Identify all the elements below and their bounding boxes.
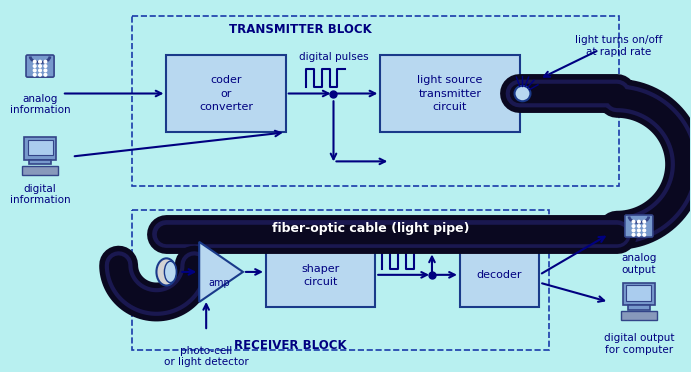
- Text: analog
information: analog information: [10, 93, 70, 115]
- Text: shaper
circuit: shaper circuit: [301, 264, 340, 287]
- Circle shape: [638, 225, 641, 227]
- Circle shape: [39, 74, 41, 76]
- Circle shape: [44, 74, 47, 76]
- Circle shape: [39, 65, 41, 67]
- Ellipse shape: [156, 258, 176, 285]
- Circle shape: [33, 60, 36, 63]
- Circle shape: [632, 225, 635, 227]
- FancyBboxPatch shape: [28, 140, 53, 155]
- Circle shape: [39, 60, 41, 63]
- Text: digital pulses: digital pulses: [375, 232, 445, 242]
- FancyBboxPatch shape: [29, 160, 51, 164]
- FancyBboxPatch shape: [266, 244, 375, 307]
- Polygon shape: [199, 242, 243, 302]
- Text: digital pulses: digital pulses: [299, 51, 368, 61]
- Text: RECEIVER BLOCK: RECEIVER BLOCK: [234, 339, 347, 352]
- FancyBboxPatch shape: [460, 244, 540, 307]
- Text: amp: amp: [208, 278, 230, 288]
- FancyBboxPatch shape: [380, 55, 520, 132]
- Circle shape: [643, 234, 645, 236]
- Circle shape: [44, 65, 47, 67]
- Circle shape: [643, 229, 645, 232]
- FancyBboxPatch shape: [22, 166, 58, 175]
- Circle shape: [632, 229, 635, 232]
- Text: TRANSMITTER BLOCK: TRANSMITTER BLOCK: [229, 23, 372, 36]
- FancyBboxPatch shape: [626, 285, 652, 301]
- Text: fiber-optic cable (light pipe): fiber-optic cable (light pipe): [272, 222, 469, 235]
- Text: decoder: decoder: [477, 270, 522, 280]
- Circle shape: [33, 74, 36, 76]
- Circle shape: [632, 220, 635, 223]
- FancyBboxPatch shape: [625, 215, 653, 237]
- Circle shape: [33, 65, 36, 67]
- Circle shape: [643, 225, 645, 227]
- Text: digital output
for computer: digital output for computer: [604, 333, 674, 355]
- Circle shape: [44, 69, 47, 72]
- Circle shape: [33, 69, 36, 72]
- Circle shape: [638, 229, 641, 232]
- Circle shape: [638, 234, 641, 236]
- FancyBboxPatch shape: [26, 55, 54, 77]
- Text: light source
transmitter
circuit: light source transmitter circuit: [417, 75, 482, 112]
- FancyBboxPatch shape: [167, 55, 286, 132]
- Text: coder
or
converter: coder or converter: [199, 75, 253, 112]
- Circle shape: [643, 220, 645, 223]
- Circle shape: [638, 220, 641, 223]
- Circle shape: [44, 60, 47, 63]
- Text: analog
output: analog output: [621, 253, 656, 275]
- FancyBboxPatch shape: [621, 311, 656, 320]
- Text: photo-cell
or light detector: photo-cell or light detector: [164, 346, 249, 367]
- Ellipse shape: [164, 261, 176, 283]
- FancyBboxPatch shape: [623, 283, 655, 305]
- Circle shape: [632, 234, 635, 236]
- Text: light turns on/off
at rapid rate: light turns on/off at rapid rate: [576, 35, 663, 57]
- FancyBboxPatch shape: [24, 137, 56, 160]
- Text: digital
information: digital information: [10, 184, 70, 205]
- FancyBboxPatch shape: [628, 305, 650, 310]
- Circle shape: [39, 69, 41, 72]
- Circle shape: [515, 86, 531, 101]
